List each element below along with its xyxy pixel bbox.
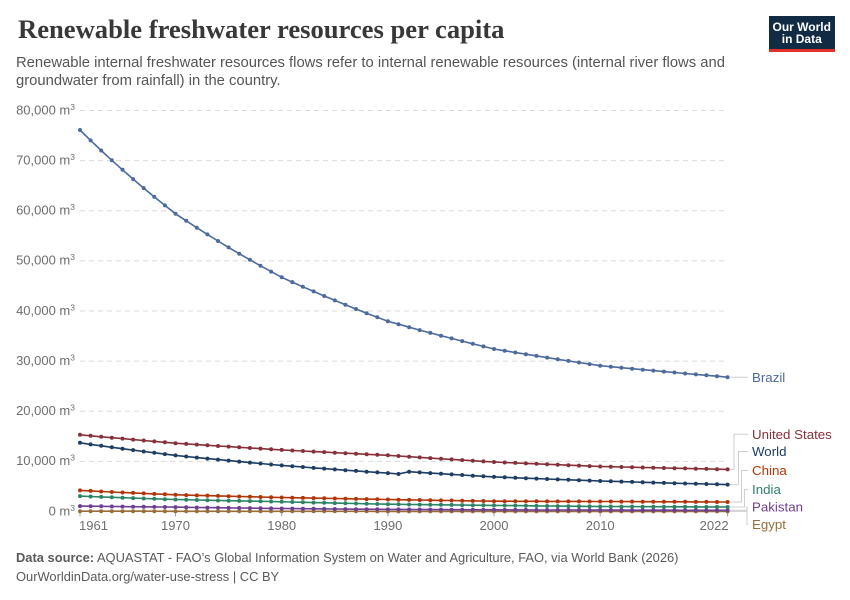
- svg-text:2000: 2000: [480, 518, 509, 533]
- svg-text:World: World: [752, 444, 786, 459]
- svg-text:2022: 2022: [700, 518, 729, 533]
- svg-text:80,000 m3: 80,000 m3: [16, 102, 75, 118]
- svg-text:Pakistan: Pakistan: [752, 500, 803, 515]
- svg-text:Egypt: Egypt: [752, 517, 786, 532]
- svg-text:United States: United States: [752, 427, 832, 442]
- svg-text:40,000 m3: 40,000 m3: [16, 302, 75, 318]
- svg-text:India: India: [752, 482, 781, 497]
- svg-text:30,000 m3: 30,000 m3: [16, 352, 75, 368]
- svg-text:1990: 1990: [373, 518, 402, 533]
- svg-text:1961: 1961: [79, 518, 108, 533]
- svg-text:2010: 2010: [586, 518, 615, 533]
- svg-text:China: China: [752, 463, 787, 478]
- svg-text:0 m3: 0 m3: [49, 503, 76, 519]
- svg-text:50,000 m3: 50,000 m3: [16, 252, 75, 268]
- svg-text:Brazil: Brazil: [752, 370, 785, 385]
- svg-text:1980: 1980: [267, 518, 296, 533]
- svg-text:70,000 m3: 70,000 m3: [16, 152, 75, 168]
- svg-text:60,000 m3: 60,000 m3: [16, 202, 75, 218]
- svg-text:1970: 1970: [161, 518, 190, 533]
- svg-text:20,000 m3: 20,000 m3: [16, 403, 75, 419]
- svg-text:10,000 m3: 10,000 m3: [16, 453, 75, 469]
